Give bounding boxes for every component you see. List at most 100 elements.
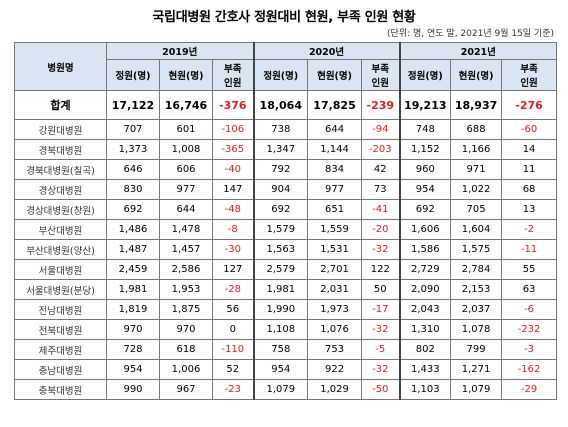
value-cell: 18,937 bbox=[450, 90, 503, 120]
hospital-name-cell: 서울대병원 bbox=[14, 259, 107, 280]
value-cell: 17,825 bbox=[307, 90, 363, 120]
value-cell: 55 bbox=[501, 259, 558, 280]
value-cell: -29 bbox=[501, 379, 558, 400]
value-cell: 2,037 bbox=[450, 299, 503, 320]
value-cell: 2,586 bbox=[159, 259, 213, 280]
value-cell: 1,981 bbox=[252, 279, 309, 300]
table-row: 경북대병원(칠곡) 646 606 -40 792 834 42 960 971 11 bbox=[14, 159, 558, 180]
value-cell: 606 bbox=[159, 159, 213, 180]
value-cell: -11 bbox=[501, 239, 558, 260]
value-cell: 17,122 bbox=[106, 90, 160, 120]
column-header: 정원(명) bbox=[106, 59, 160, 91]
value-cell: 1,875 bbox=[159, 299, 213, 320]
hospital-name-cell: 충남대병원 bbox=[14, 359, 107, 380]
value-cell: 1,029 bbox=[307, 379, 363, 400]
value-cell: 705 bbox=[450, 199, 503, 220]
value-cell: 1,579 bbox=[252, 219, 309, 240]
value-cell: 1,606 bbox=[398, 219, 452, 240]
value-cell: -48 bbox=[211, 199, 255, 220]
value-cell: -32 bbox=[361, 319, 401, 340]
value-cell: 2,090 bbox=[398, 279, 452, 300]
value-cell: 707 bbox=[106, 119, 160, 140]
value-cell: 1,531 bbox=[307, 239, 363, 260]
unit-note: (단위: 명, 연도 말, 2021년 9월 15일 기준) bbox=[387, 29, 554, 39]
table-row: 서울대병원 2,459 2,586 127 2,579 2,701 122 2,729 2,78… bbox=[14, 259, 558, 280]
value-cell: 2,459 bbox=[106, 259, 160, 280]
hospital-name-cell: 경북대병원 bbox=[14, 139, 107, 160]
value-cell: 18,064 bbox=[252, 90, 309, 120]
value-cell: -8 bbox=[211, 219, 255, 240]
value-cell: 967 bbox=[159, 379, 213, 400]
value-cell: 2,701 bbox=[307, 259, 363, 280]
column-header: 현원(명) bbox=[450, 59, 503, 91]
column-header: 부족 인원 bbox=[211, 59, 255, 91]
value-cell: 792 bbox=[252, 159, 309, 180]
value-cell: 73 bbox=[361, 179, 401, 200]
value-cell: 954 bbox=[252, 359, 309, 380]
value-cell: -40 bbox=[211, 159, 255, 180]
value-cell: 1,563 bbox=[252, 239, 309, 260]
table-row: 경상대병원(창원) 692 644 -48 692 651 -41 692 705 13 bbox=[14, 199, 558, 220]
table-row: 경북대병원 1,373 1,008 -365 1,347 1,144 -203 1,152 1,… bbox=[14, 139, 558, 160]
value-cell: -28 bbox=[211, 279, 255, 300]
value-cell: -60 bbox=[501, 119, 558, 140]
hospital-name-cell: 부산대병원(양산) bbox=[14, 239, 107, 260]
value-cell: -2 bbox=[501, 219, 558, 240]
value-cell: 147 bbox=[211, 179, 255, 200]
value-cell: -203 bbox=[361, 139, 401, 160]
value-cell: 1,478 bbox=[159, 219, 213, 240]
value-cell: 68 bbox=[501, 179, 558, 200]
value-cell: 977 bbox=[307, 179, 363, 200]
value-cell: 1,152 bbox=[398, 139, 452, 160]
value-cell: 63 bbox=[501, 279, 558, 300]
value-cell: 646 bbox=[106, 159, 160, 180]
value-cell: 1,008 bbox=[159, 139, 213, 160]
value-cell: 1,559 bbox=[307, 219, 363, 240]
value-cell: -32 bbox=[361, 359, 401, 380]
value-cell: 651 bbox=[307, 199, 363, 220]
value-cell: 922 bbox=[307, 359, 363, 380]
value-cell: 1,981 bbox=[106, 279, 160, 300]
value-cell: 50 bbox=[361, 279, 401, 300]
value-cell: 753 bbox=[307, 339, 363, 360]
value-cell: 1,819 bbox=[106, 299, 160, 320]
value-cell: 954 bbox=[106, 359, 160, 380]
value-cell: 1,347 bbox=[252, 139, 309, 160]
value-cell: -32 bbox=[361, 239, 401, 260]
value-cell: 2,579 bbox=[252, 259, 309, 280]
column-header: 현원(명) bbox=[159, 59, 213, 91]
value-cell: 2,043 bbox=[398, 299, 452, 320]
value-cell: -5 bbox=[361, 339, 401, 360]
value-cell: 692 bbox=[252, 199, 309, 220]
hospital-name-cell: 전남대병원 bbox=[14, 299, 107, 320]
year-header: 2021년 bbox=[398, 42, 558, 60]
hospital-name-cell: 경상대병원(창원) bbox=[14, 199, 107, 220]
value-cell: 13 bbox=[501, 199, 558, 220]
hospital-name-cell: 제주대병원 bbox=[14, 339, 107, 360]
value-cell: 977 bbox=[159, 179, 213, 200]
value-cell: -110 bbox=[211, 339, 255, 360]
value-cell: 1,457 bbox=[159, 239, 213, 260]
value-cell: -20 bbox=[361, 219, 401, 240]
value-cell: 1,990 bbox=[252, 299, 309, 320]
table-row: 충남대병원 954 1,006 52 954 922 -32 1,433 1,271 -162 bbox=[14, 359, 558, 380]
value-cell: 1,079 bbox=[450, 379, 503, 400]
value-cell: 970 bbox=[106, 319, 160, 340]
value-cell: 799 bbox=[450, 339, 503, 360]
value-cell: 644 bbox=[159, 199, 213, 220]
table-row: 경상대병원 830 977 147 904 977 73 954 1,022 68 bbox=[14, 179, 558, 200]
value-cell: 758 bbox=[252, 339, 309, 360]
value-cell: 904 bbox=[252, 179, 309, 200]
hospital-name-cell: 경상대병원 bbox=[14, 179, 107, 200]
value-cell: 56 bbox=[211, 299, 255, 320]
value-cell: 1,079 bbox=[252, 379, 309, 400]
value-cell: 1,103 bbox=[398, 379, 452, 400]
value-cell: -365 bbox=[211, 139, 255, 160]
value-cell: 1,078 bbox=[450, 319, 503, 340]
value-cell: 738 bbox=[252, 119, 309, 140]
value-cell: -41 bbox=[361, 199, 401, 220]
value-cell: 1,953 bbox=[159, 279, 213, 300]
value-cell: 971 bbox=[450, 159, 503, 180]
value-cell: 122 bbox=[361, 259, 401, 280]
hospital-name-cell: 경북대병원(칠곡) bbox=[14, 159, 107, 180]
